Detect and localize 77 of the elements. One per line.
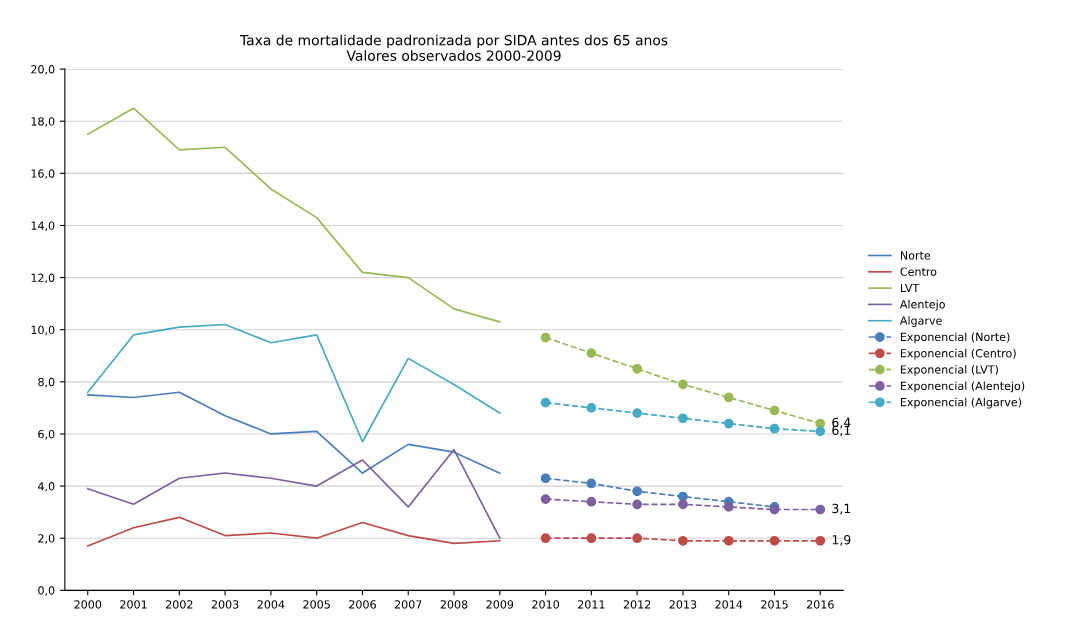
line-series: [86, 516, 501, 547]
point: [723, 392, 734, 403]
y-tick-label: 12,0: [31, 273, 55, 284]
chart-subtitle: Valores observados 2000-2009: [346, 50, 561, 61]
data-label: 3,1: [832, 503, 851, 515]
x-tick-label: 2014: [715, 600, 743, 609]
y-tick-label: 0,0: [38, 586, 55, 596]
point: [678, 413, 688, 424]
y-tick-label: 4,0: [38, 482, 55, 492]
point: [632, 363, 643, 374]
point: [678, 499, 688, 510]
point: [540, 533, 551, 544]
x-tick-label: 2004: [257, 600, 285, 609]
point: [632, 486, 643, 497]
point: [632, 499, 643, 510]
y-tick-label: 20,0: [31, 65, 55, 75]
point: [586, 478, 597, 489]
point: [769, 535, 780, 546]
point: [815, 535, 826, 546]
x-tick-label: 2009: [486, 600, 514, 609]
point: [723, 502, 734, 512]
chart-title: Taxa de mortalidade padronizada por SIDA antes dos 65 anos: [239, 34, 668, 49]
y-tick-label: 18,0: [31, 117, 55, 127]
y-tick-label: 8,0: [38, 377, 55, 388]
legend-label: Exponencial (Centro): [900, 348, 1016, 360]
point: [586, 348, 597, 359]
point: [540, 494, 551, 504]
x-tick-label: 2015: [761, 600, 788, 609]
legend-label: Centro: [900, 267, 937, 276]
point: [632, 533, 643, 544]
y-tick-label: 16,0: [31, 169, 55, 179]
point: [540, 473, 551, 484]
x-tick-label: 2003: [211, 600, 239, 609]
x-tick-label: 2005: [303, 600, 330, 609]
point: [815, 426, 826, 437]
legend-label: Norte: [900, 251, 931, 260]
x-tick-label: 2016: [806, 600, 834, 609]
x-tick-label: 2010: [532, 600, 559, 609]
line-series: [86, 107, 501, 323]
y-tick-label: 14,0: [31, 221, 55, 231]
point: [632, 408, 643, 418]
legend-label: Alentejo: [899, 299, 945, 311]
x-tick-label: 2011: [578, 600, 605, 609]
x-tick-label: 2002: [165, 600, 193, 609]
legend-label: LVT: [900, 283, 920, 292]
line-series: [86, 448, 501, 540]
point: [678, 535, 688, 546]
point: [586, 533, 597, 544]
y-tick-label: 10,0: [31, 325, 55, 336]
point: [769, 405, 780, 416]
legend-label: Exponencial (Alentejo): [900, 381, 1025, 393]
x-tick-label: 2006: [349, 600, 376, 609]
x-tick-label: 2000: [74, 600, 102, 609]
point: [586, 403, 597, 413]
x-tick-label: 2013: [669, 600, 697, 609]
y-tick-label: 2,0: [38, 534, 55, 544]
point: [769, 423, 780, 434]
line-series: [86, 323, 501, 443]
point: [815, 504, 826, 515]
legend-label: Exponencial (Norte): [900, 332, 1010, 344]
point: [540, 397, 551, 408]
data-label: 1,9: [832, 534, 851, 546]
y-tick-label: 6,0: [38, 429, 55, 440]
legend-label: Exponencial (LVT): [900, 365, 998, 376]
point: [540, 332, 551, 343]
x-tick-label: 2007: [394, 600, 422, 609]
x-tick-label: 2008: [440, 600, 468, 609]
legend-label: Algarve: [899, 316, 942, 327]
legend-label: Exponencial (Algarve): [900, 397, 1022, 409]
line-series: [86, 391, 501, 474]
point: [678, 379, 688, 390]
point: [586, 496, 597, 507]
x-tick-label: 2012: [623, 600, 651, 609]
point: [723, 418, 734, 429]
point: [723, 535, 734, 546]
x-tick-label: 2001: [120, 600, 147, 609]
point: [678, 491, 688, 502]
